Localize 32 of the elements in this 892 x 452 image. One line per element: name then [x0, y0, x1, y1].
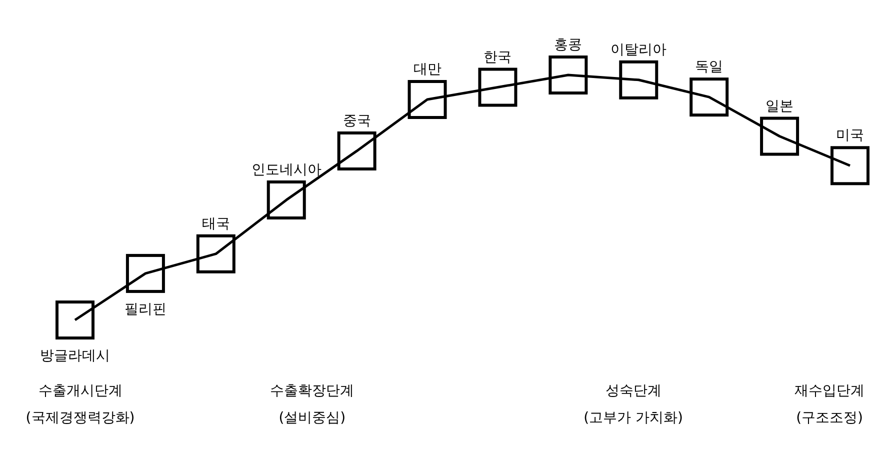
text: (국제경쟁력강화) — [26, 410, 135, 426]
x-tick-label: 방글라데시 — [40, 348, 110, 364]
point — [56, 300, 94, 340]
x-tick-label: 홍콩 — [554, 37, 582, 53]
x-tick-label: 한국 — [484, 49, 512, 66]
point — [408, 80, 447, 119]
point — [478, 68, 518, 107]
x-tick-label: 이탈리아 — [610, 42, 667, 58]
text: 재수입단계 — [794, 383, 865, 399]
x-tick-label: 독일 — [695, 59, 724, 76]
text: 성숙단계 — [605, 383, 662, 399]
x-tick-label: 대만 — [413, 62, 442, 78]
x-tick-label: 태국 — [202, 216, 230, 232]
point — [830, 146, 870, 186]
point — [690, 78, 729, 117]
x-tick-label: 인도네시아 — [251, 162, 322, 178]
point — [760, 116, 800, 156]
x-tick-label: 미국 — [836, 128, 864, 144]
text: (고부가 가치화) — [584, 410, 684, 426]
x-tick-label: 중국 — [342, 112, 371, 129]
point — [196, 234, 236, 274]
text: 수출확장단계 — [270, 383, 354, 399]
point — [548, 56, 588, 94]
text: (구조조정) — [796, 410, 864, 426]
text: 수출개시단계 — [38, 383, 122, 399]
point — [619, 60, 658, 100]
text: (설비중심) — [278, 410, 346, 426]
x-tick-label: 필리핀 — [124, 301, 166, 318]
point — [126, 254, 165, 293]
point — [266, 180, 306, 220]
point — [337, 131, 376, 170]
x-tick-label: 일본 — [766, 98, 794, 114]
